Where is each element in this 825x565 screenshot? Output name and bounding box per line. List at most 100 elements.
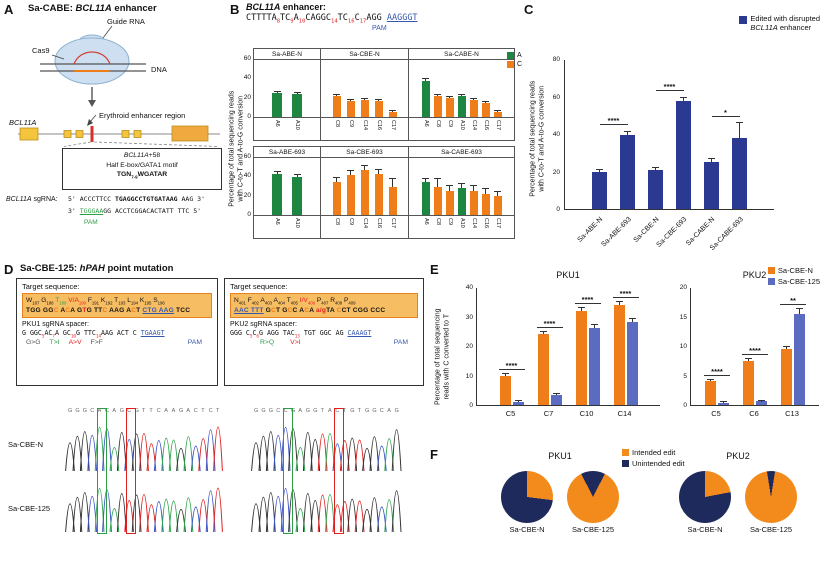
- error-bar-cap: [458, 94, 465, 96]
- bar: [292, 94, 302, 117]
- significance-stars: ****: [543, 318, 556, 328]
- pam-label: PAM: [372, 25, 387, 32]
- y-tick-label: 20: [679, 284, 687, 291]
- error-bar-cap: [539, 330, 547, 332]
- legend-swatch: [622, 460, 629, 467]
- legend-label: Unintended edit: [632, 459, 685, 468]
- base-letter: G: [394, 408, 399, 414]
- error-bar-cap: [745, 357, 752, 359]
- legend-line-1: Edited with disrupted: [750, 14, 820, 23]
- bar: [374, 174, 383, 215]
- base-letter: A: [186, 408, 191, 414]
- subchart-title: Sa-CBE-693: [321, 147, 408, 158]
- legend-item-cbe-125: Sa-CBE-125: [767, 277, 820, 286]
- subchart-title: Sa-ABE-693: [254, 147, 320, 158]
- base-letter: G: [305, 408, 311, 414]
- error-bar: [497, 111, 498, 113]
- y-tick-label: 0: [683, 402, 687, 409]
- amino-acid-row: W187 G188 T189 V/A190 F191 K192 T193 L19…: [26, 297, 165, 306]
- exon-box: [63, 130, 72, 138]
- error-bar-cap: [389, 110, 396, 112]
- cas9-pointer: [51, 54, 65, 60]
- y-axis-label: Percentage of total sequencing reads wit…: [529, 80, 545, 197]
- pie-label: Sa-CBE-N: [509, 525, 545, 534]
- target-sequence-box: W187 G188 T189 V/A190 F191 K192 T193 L19…: [22, 293, 212, 319]
- significance-stars: ****: [619, 288, 632, 298]
- base-letter: C: [335, 408, 340, 414]
- error-bar-cap: [680, 97, 687, 99]
- bar: [743, 360, 754, 405]
- error-bar: [599, 169, 600, 172]
- subchart-x-labels: C8 C9 C14 C16 C17: [321, 118, 408, 140]
- bar: [493, 112, 502, 117]
- error-bar: [425, 79, 426, 81]
- error-bar: [542, 331, 544, 335]
- bar: [272, 93, 282, 117]
- pku2-spacer-label: PKU2 sgRNA spacer:: [230, 321, 297, 329]
- error-bar: [739, 123, 740, 139]
- base-letter: T: [357, 408, 361, 414]
- significance-stars: *: [724, 107, 727, 117]
- base-letter: G: [350, 408, 355, 414]
- legend-item-c: C: [506, 61, 522, 68]
- conversion-label: V>I: [290, 339, 301, 347]
- dna-label: DNA: [151, 65, 167, 74]
- pku2-target-box: Target sequence: N401 F402 A403 A404 T40…: [224, 278, 424, 386]
- significance-line: [780, 304, 806, 306]
- significance-line: [574, 303, 601, 305]
- y-tick-label: 80: [552, 56, 560, 63]
- x-tick-label: C16: [482, 218, 489, 229]
- error-bar: [683, 98, 684, 101]
- y-axis-ticks: 0 20 40 60 80: [546, 56, 562, 213]
- error-bar: [627, 131, 628, 135]
- legend-item-cbe-n: Sa-CBE-N: [767, 266, 820, 275]
- bar: [588, 328, 600, 405]
- chart-title: PKU1: [556, 270, 580, 280]
- pam-label: PAM: [84, 219, 98, 226]
- subchart: Sa-ABE-693 A6 A10: [254, 147, 320, 238]
- legend-line-2: BCL11A enhancer: [750, 23, 812, 33]
- pie-label: Sa-CBE-N: [687, 525, 723, 534]
- error-bar-cap: [389, 177, 396, 179]
- error-bar: [711, 158, 712, 163]
- bar: [575, 310, 587, 405]
- panel-f: F Intended edit Unintended edit PKU1 Sa-…: [430, 447, 822, 563]
- error-bar: [449, 97, 450, 98]
- bar: [292, 177, 302, 215]
- base-letter: A: [328, 408, 332, 414]
- x-tick-label: C16: [482, 120, 489, 131]
- enhancer-mark: [90, 126, 94, 142]
- error-bar-cap: [434, 177, 441, 179]
- subchart-plot: [409, 158, 514, 216]
- significance-line: [612, 296, 639, 298]
- pie-block: Sa-CBE-N: [679, 471, 731, 534]
- bar: [332, 96, 341, 117]
- base-letter: A: [298, 408, 303, 414]
- pam-label: PAM: [187, 339, 202, 347]
- base-letter: G: [254, 408, 259, 414]
- significance-stars: **: [790, 296, 796, 306]
- error-bar-cap: [783, 346, 790, 348]
- y-axis-label: Percentage of total sequencing reads wit…: [434, 308, 450, 406]
- bar: [346, 175, 355, 215]
- base-letter: G: [82, 408, 88, 414]
- group-title: PKU2: [726, 451, 750, 461]
- bar: [469, 191, 478, 215]
- panel-label-e: E: [430, 262, 439, 277]
- y-tick-label: 20: [552, 168, 560, 176]
- error-bar: [485, 101, 486, 103]
- x-tick-label: C16: [375, 120, 382, 131]
- bar: [592, 171, 607, 209]
- panel-d-title: Sa-CBE-125: hPAH point mutation: [20, 263, 174, 274]
- base-letter: A: [171, 408, 176, 414]
- subchart-x-labels: A6 C8 C9 A10 C14 C16 C17: [409, 118, 514, 140]
- bar: [421, 80, 430, 117]
- bar: [794, 313, 805, 405]
- error-bar-cap: [458, 182, 465, 184]
- significance-stars: ****: [663, 82, 676, 92]
- guide-rna-loop: [73, 51, 111, 65]
- chromatogram-row-label: Sa-CBE-N: [8, 440, 44, 449]
- bar: [732, 138, 747, 209]
- error-bar: [364, 98, 365, 100]
